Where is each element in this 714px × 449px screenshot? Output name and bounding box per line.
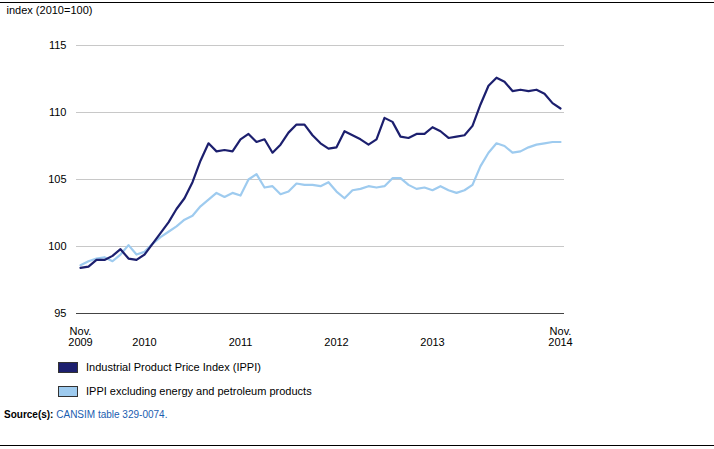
svg-text:95: 95 bbox=[54, 307, 66, 319]
svg-text:2010: 2010 bbox=[132, 336, 156, 348]
svg-text:110: 110 bbox=[49, 106, 67, 118]
svg-text:2012: 2012 bbox=[324, 336, 348, 348]
html-text:IPPI excluding energy and petr: IPPI excluding energy and petroleum prod… bbox=[86, 385, 312, 397]
svg-text:Nov.2009: Nov.2009 bbox=[68, 325, 92, 348]
html-text:Source(s): CANSIM table 329-00: Source(s): CANSIM table 329-0074. bbox=[4, 409, 168, 420]
svg-text:2011: 2011 bbox=[229, 336, 253, 348]
svg-text:105: 105 bbox=[48, 173, 66, 185]
svg-text:2013: 2013 bbox=[420, 336, 444, 348]
svg-text:Nov.2014: Nov.2014 bbox=[548, 325, 572, 348]
html-text:Industrial Product Price Index: Industrial Product Price Index (IPPI) bbox=[86, 361, 261, 373]
svg-text:115: 115 bbox=[49, 39, 67, 51]
svg-text:index (2010=100): index (2010=100) bbox=[7, 4, 93, 16]
svg-text:100: 100 bbox=[48, 240, 66, 252]
